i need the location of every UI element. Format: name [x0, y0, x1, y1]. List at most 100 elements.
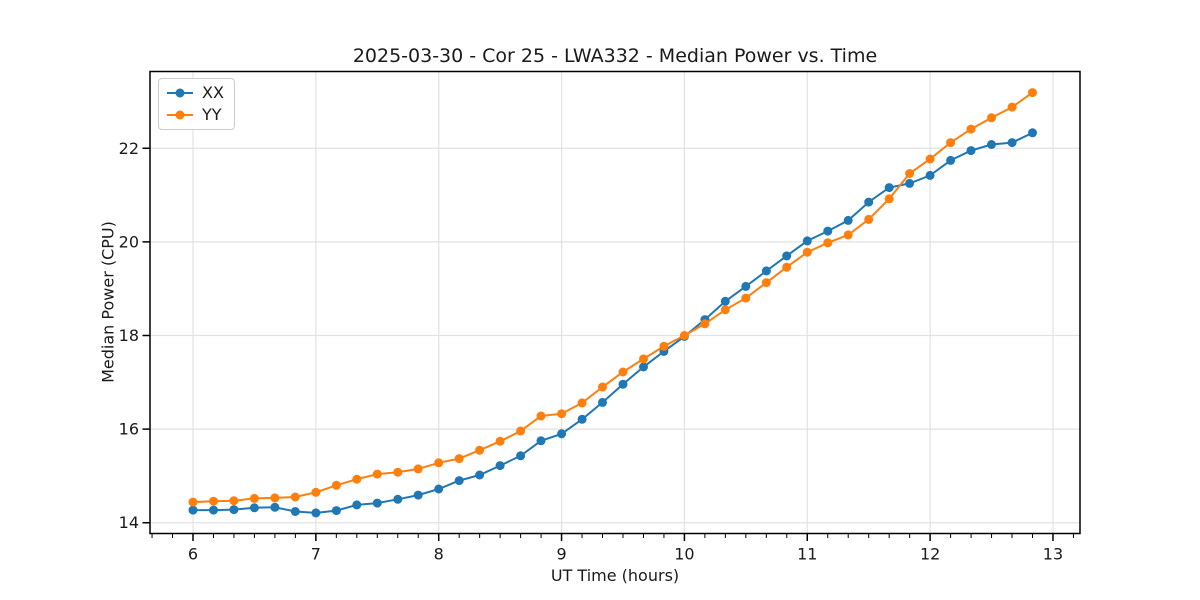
series-xx-marker [229, 505, 239, 515]
series-xx-marker [987, 140, 996, 149]
series-yy-marker [577, 398, 587, 408]
legend-line-sample-xx [167, 88, 193, 98]
series-yy-marker [905, 169, 915, 178]
series-xx-marker [270, 502, 280, 512]
series-yy-marker [741, 293, 751, 303]
legend-marker-yy [175, 110, 185, 120]
series-yy-marker [188, 497, 198, 507]
series-yy-marker [352, 474, 362, 484]
series-xx-marker [720, 296, 730, 306]
legend-label-xx: XX [202, 83, 224, 102]
x-tick-label-8: 8 [434, 545, 444, 564]
series-yy-marker [229, 496, 239, 506]
series-yy-marker [639, 354, 648, 364]
series-yy-marker [536, 411, 546, 421]
series-yy-marker [516, 426, 526, 436]
series-yy-marker [270, 493, 280, 503]
series-yy-marker [1028, 88, 1037, 98]
series-yy-marker [823, 238, 833, 248]
series-xx-marker [864, 197, 874, 207]
plot-border [149, 70, 1081, 535]
series-xx-marker [209, 505, 218, 515]
series-yy-marker [761, 278, 771, 288]
series-yy-marker [618, 367, 628, 377]
series-xx-marker [577, 414, 587, 424]
series-xx-marker [639, 362, 648, 372]
x-tick-label-11: 11 [797, 545, 817, 564]
series-xx-marker [372, 498, 382, 508]
series-yy-marker [679, 331, 689, 340]
series-xx-marker [311, 508, 321, 518]
series-yy-marker [659, 341, 669, 351]
series-xx-marker [249, 503, 259, 513]
series-yy-marker [802, 247, 812, 257]
series-xx-marker [884, 183, 894, 193]
series-xx-marker [802, 236, 812, 246]
legend: XX YY [158, 78, 235, 130]
series-xx-marker [557, 429, 567, 439]
series-yy-marker [720, 305, 730, 315]
series-xx-marker [946, 155, 956, 165]
series-yy-marker [700, 319, 710, 329]
y-tick-label-16: 16 [119, 420, 139, 439]
series-yy-marker [966, 124, 976, 134]
y-tick-label-22: 22 [119, 139, 139, 158]
y-tick-label-14: 14 [119, 513, 139, 532]
x-tick-label-6: 6 [188, 545, 198, 564]
series-xx-marker [536, 436, 546, 446]
series-yy-marker [1007, 102, 1017, 112]
series-yy-marker [946, 138, 956, 148]
series-xx-marker [618, 379, 628, 389]
series-xx-marker [290, 507, 300, 516]
series-xx-marker [823, 226, 833, 236]
series-xx-marker [434, 484, 444, 494]
legend-label-yy: YY [202, 105, 222, 124]
series-xx-marker [495, 461, 505, 471]
series-yy-marker [495, 436, 505, 446]
series-yy-line [192, 91, 1034, 504]
series-xx-marker [741, 281, 751, 291]
series-xx-marker [1007, 138, 1017, 148]
y-tick-label-18: 18 [119, 326, 139, 345]
series-yy-marker [393, 467, 403, 477]
series-xx-marker [598, 397, 607, 407]
series-yy-marker [413, 464, 423, 474]
x-tick-label-9: 9 [556, 545, 566, 564]
series-yy-marker [249, 493, 259, 503]
legend-entry-xx: XX [167, 84, 224, 102]
series-xx-marker [843, 215, 853, 225]
series-yy-marker [843, 230, 853, 240]
series-yy-marker [782, 262, 792, 272]
series-yy-marker [557, 409, 567, 419]
series-yy-marker [884, 194, 894, 204]
x-axis-label: UT Time (hours) [550, 566, 680, 585]
series-xx-marker [516, 451, 526, 461]
y-tick-label-20: 20 [119, 232, 139, 251]
series-yy-marker [311, 487, 321, 497]
series-xx-marker [1028, 128, 1037, 138]
series-yy-marker [331, 480, 341, 490]
x-tick-label-7: 7 [311, 545, 321, 564]
series-yy-marker [864, 214, 874, 224]
series-xx-marker [925, 170, 935, 180]
legend-entry-yy: YY [167, 106, 224, 124]
x-tick-label-12: 12 [920, 545, 940, 564]
series-xx-marker [905, 178, 915, 188]
legend-line-sample-yy [167, 110, 193, 120]
series-xx-line [193, 131, 1033, 514]
series-yy-marker [454, 454, 464, 464]
series-xx-marker [782, 251, 792, 261]
legend-marker-xx [175, 88, 185, 98]
series-yy-marker [598, 382, 607, 392]
series-yy-marker [209, 496, 218, 506]
x-tick-label-13: 13 [1043, 545, 1063, 564]
series-xx-marker [352, 500, 362, 510]
series-xx-marker [188, 505, 198, 515]
series-xx-marker [966, 146, 976, 156]
series-yy-marker [372, 469, 382, 479]
series-xx-marker [331, 506, 341, 516]
series-yy-marker [290, 492, 300, 502]
series-yy-marker [987, 113, 996, 123]
